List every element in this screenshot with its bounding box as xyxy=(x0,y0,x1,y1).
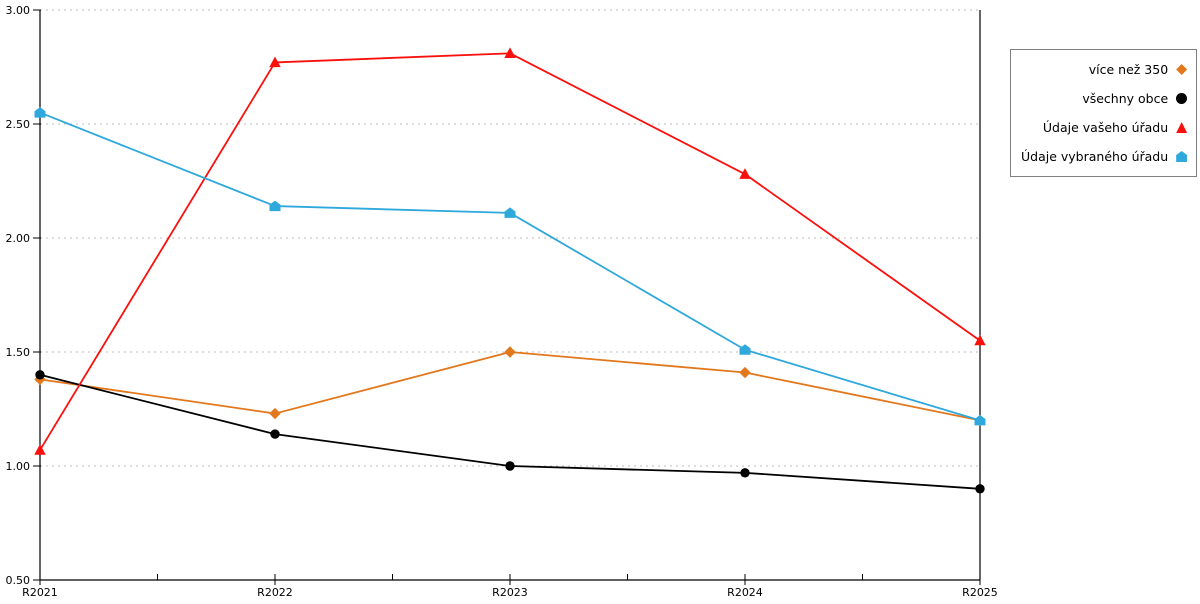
data-point-circle xyxy=(270,429,280,439)
legend-item: Údaje vybraného úřadu xyxy=(1021,142,1188,171)
data-point-triangle xyxy=(34,444,46,455)
diamond-marker-icon xyxy=(1176,64,1188,75)
data-point-circle xyxy=(740,468,750,478)
x-tick-label: R2022 xyxy=(257,586,293,599)
data-point-triangle xyxy=(269,56,281,68)
legend-label: Údaje vybraného úřadu xyxy=(1021,149,1169,164)
x-tick-label: R2023 xyxy=(492,586,528,599)
data-point-circle xyxy=(35,370,45,380)
y-tick-label: 2.50 xyxy=(6,118,31,131)
legend-label: Údaje vašeho úřadu xyxy=(1042,120,1169,135)
series-line xyxy=(39,52,981,451)
y-tick-label: 2.00 xyxy=(6,232,31,245)
legend-label: všechny obce xyxy=(1082,91,1169,106)
triangle-marker-icon xyxy=(1176,122,1188,133)
data-point-pentagon xyxy=(974,414,986,426)
data-point-diamond xyxy=(739,366,751,379)
data-point-pentagon xyxy=(504,207,516,218)
data-point-circle xyxy=(975,484,985,494)
legend-label: více než 350 xyxy=(1088,62,1169,77)
data-point-triangle xyxy=(739,168,751,179)
x-tick-label: R2025 xyxy=(962,586,998,599)
data-point-pentagon xyxy=(269,200,281,212)
circle-marker-icon xyxy=(1176,93,1188,104)
legend-item: Údaje vašeho úřadu xyxy=(1021,113,1188,142)
series-line xyxy=(39,111,981,422)
y-tick-label: 3.00 xyxy=(6,4,31,17)
data-point-triangle xyxy=(974,334,986,346)
y-tick-label: 1.50 xyxy=(6,346,31,359)
data-point-circle xyxy=(505,461,515,471)
x-tick-label: R2021 xyxy=(22,586,58,599)
x-tick-label: R2024 xyxy=(727,586,763,599)
pentagon-marker-icon xyxy=(1176,151,1188,162)
y-tick-label: 0.50 xyxy=(6,574,31,587)
data-point-triangle xyxy=(504,47,516,59)
data-point-diamond xyxy=(504,346,516,358)
data-point-pentagon xyxy=(34,107,46,118)
legend-item: více než 350 xyxy=(1021,55,1188,84)
data-point-diamond xyxy=(269,407,281,420)
legend-box: více než 350 všechny obce Údaje vašeho úřa… xyxy=(1010,49,1198,177)
y-tick-label: 1.00 xyxy=(6,460,31,473)
legend-item: všechny obce xyxy=(1021,84,1188,113)
data-point-pentagon xyxy=(739,344,751,355)
